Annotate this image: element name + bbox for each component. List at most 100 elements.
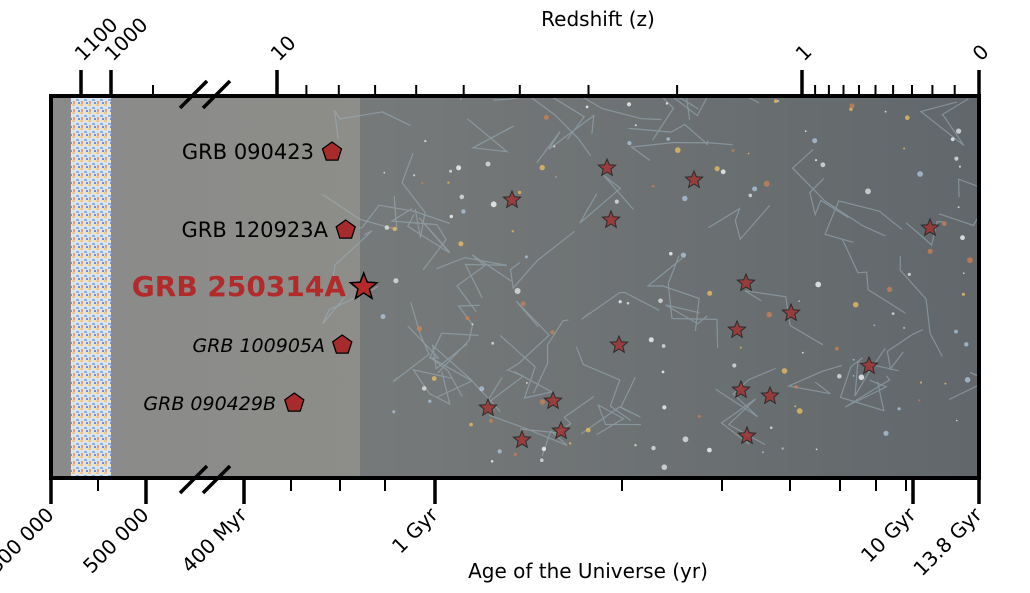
background-galaxy-dot: [815, 281, 822, 288]
background-galaxy-dot: [424, 139, 427, 143]
background-galaxy-dot: [964, 377, 971, 383]
cosmic-web-filament: [536, 114, 595, 164]
background-galaxy-dot: [666, 137, 670, 141]
grb-marker: [321, 141, 343, 161]
background-galaxy-dot: [661, 464, 668, 471]
galaxy-star-marker: [859, 355, 879, 375]
galaxy-star-marker: [551, 420, 571, 440]
background-galaxy-dot: [543, 114, 549, 120]
background-galaxy-dot: [773, 99, 778, 103]
cosmic-web-filament: [629, 141, 733, 161]
galaxy-star-marker: [597, 157, 617, 177]
background-galaxy-dot: [618, 300, 622, 304]
background-galaxy-dot: [539, 399, 546, 405]
background-galaxy-dot: [801, 351, 804, 354]
background-galaxy-dot: [651, 445, 656, 451]
background-galaxy-dot: [447, 181, 450, 184]
plot-frame: [49, 94, 981, 480]
grb-label: GRB 090429B: [143, 393, 276, 415]
background-galaxy-dot: [897, 407, 901, 411]
grb-label: GRB 120923A: [182, 218, 329, 242]
background-galaxy-dot: [954, 156, 959, 161]
cosmic-web-filament: [824, 200, 903, 243]
background-galaxy-dot: [752, 186, 758, 192]
cosmic-web-filament: [581, 291, 660, 320]
background-galaxy-dot: [852, 375, 855, 377]
background-galaxy-dot: [675, 147, 681, 153]
bottom-tick-label: 13.8 Gyr: [908, 502, 987, 581]
background-galaxy-dot: [626, 102, 632, 107]
cosmic-web-filament: [575, 346, 632, 421]
background-galaxy-dot: [489, 418, 493, 423]
background-galaxy-dot: [956, 128, 962, 134]
background-galaxy-dot: [511, 230, 514, 233]
cosmic-web-filament: [786, 364, 843, 395]
top-tick-label: 0: [968, 40, 994, 66]
cosmic-web-filament: [407, 325, 479, 359]
galaxy-star-marker: [543, 390, 563, 410]
background-galaxy-dot: [964, 342, 969, 347]
background-galaxy-dot: [794, 405, 797, 408]
background-galaxy-dot: [769, 426, 773, 430]
background-galaxy-dot: [781, 447, 784, 450]
background-galaxy-dot: [626, 301, 630, 305]
background-galaxy-dot: [919, 381, 923, 384]
background-galaxy-dot: [781, 368, 788, 374]
background-galaxy-dot: [887, 286, 893, 292]
cosmic-web-filament: [489, 414, 568, 456]
background-galaxy-dot: [634, 124, 637, 127]
background-galaxy-dot: [449, 169, 453, 173]
cosmic-web-filament: [412, 368, 452, 406]
cosmic-web-filament: [493, 96, 586, 140]
cosmic-web-filament: [499, 335, 554, 399]
background-galaxy-dot: [682, 436, 689, 443]
top-axis-title: Redshift (z): [541, 7, 655, 31]
background-galaxy-dot: [747, 152, 750, 155]
grb-label: GRB 100905A: [192, 335, 325, 357]
background-galaxy-dot: [479, 386, 485, 392]
background-galaxy-dot: [383, 171, 386, 174]
galaxy-star-marker: [736, 272, 756, 292]
background-galaxy-dot: [539, 164, 545, 171]
background-galaxy-dot: [384, 225, 390, 230]
background-galaxy-dot: [918, 399, 921, 402]
background-galaxy-dot: [461, 209, 466, 214]
background-galaxy-dot: [651, 184, 655, 188]
cosmic-web-filament: [322, 285, 379, 325]
cosmic-web-filament: [744, 290, 824, 346]
cosmic-web-filament: [333, 110, 411, 139]
background-galaxy-dot: [550, 330, 555, 335]
background-galaxy-dot: [837, 373, 842, 379]
background-galaxy-dot: [960, 235, 965, 241]
background-galaxy-dot: [956, 419, 958, 422]
background-galaxy-dot: [471, 323, 474, 326]
cosmic-web-filament: [646, 257, 700, 332]
cosmic-web-filament: [948, 372, 979, 401]
background-galaxy-dot: [485, 161, 491, 167]
background-galaxy-dot: [669, 251, 673, 256]
cosmic-web-filament: [520, 396, 595, 434]
background-galaxy-dot: [665, 102, 669, 105]
background-galaxy-dot: [569, 442, 572, 445]
background-galaxy-dot: [540, 458, 544, 463]
background-galaxy-dot: [884, 110, 887, 113]
grb-marker: [348, 270, 379, 300]
background-galaxy-dot: [963, 272, 965, 275]
cosmic-web-filament: [685, 96, 691, 120]
cosmic-web-filament: [844, 375, 891, 408]
background-galaxy-dot: [421, 182, 424, 185]
cosmic-web-filament: [506, 300, 550, 372]
background-galaxy-dot: [814, 159, 818, 162]
top-tick-label: 10: [266, 31, 301, 66]
background-galaxy-dot: [634, 444, 637, 447]
cosmic-web-filament: [842, 239, 906, 314]
background-galaxy-dot: [950, 137, 955, 142]
galaxy-star-marker: [609, 334, 629, 354]
grb-label: GRB 090423: [182, 140, 314, 164]
background-galaxy-dot: [648, 337, 654, 343]
cosmic-web-filament: [720, 398, 766, 446]
background-galaxy-dot: [714, 166, 720, 172]
galaxy-star-marker: [920, 217, 940, 237]
background-galaxy-dot: [849, 103, 855, 109]
background-galaxy-dot: [903, 326, 906, 329]
